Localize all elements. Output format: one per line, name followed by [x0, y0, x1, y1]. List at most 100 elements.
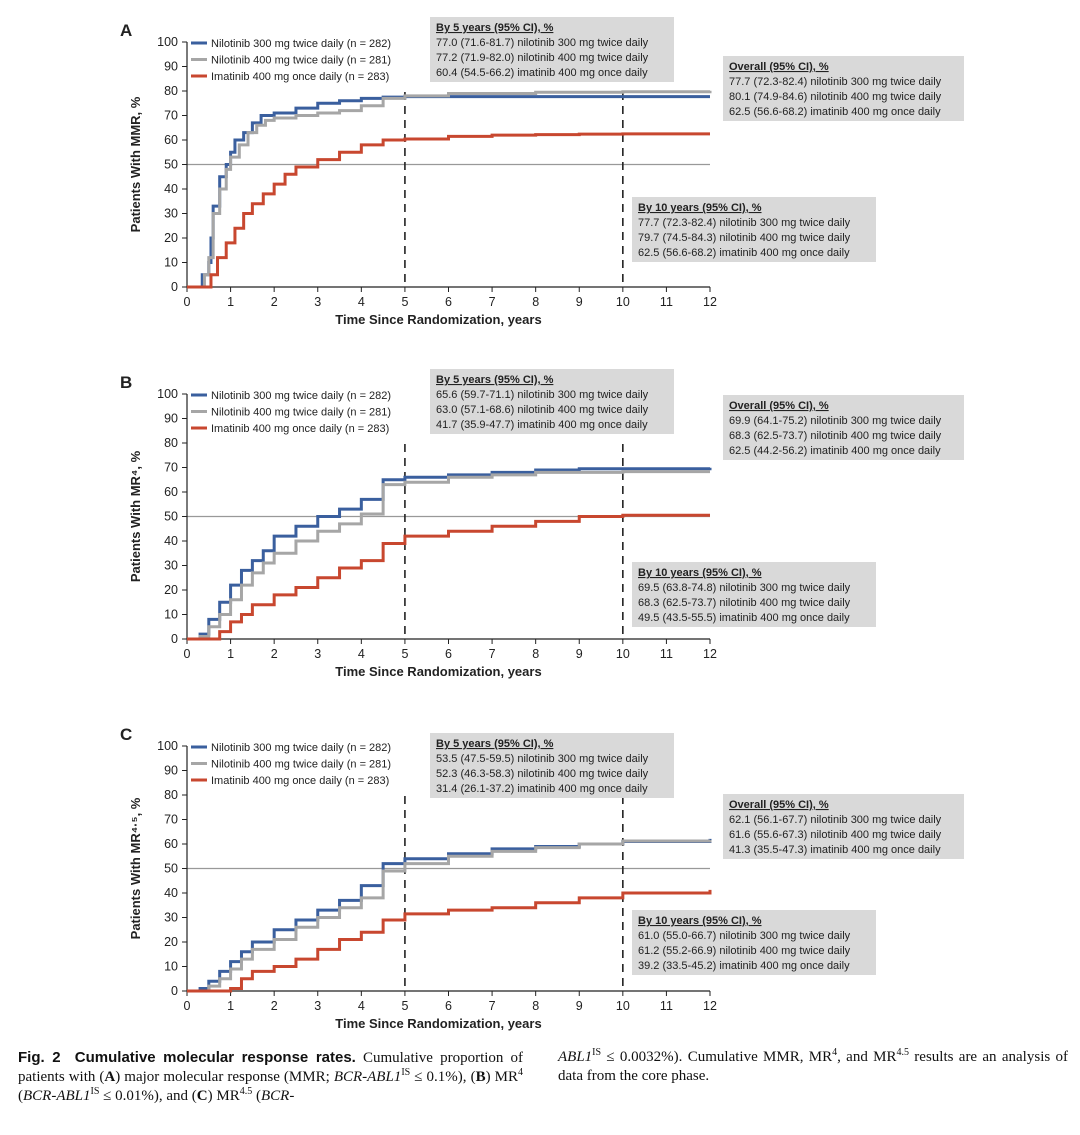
x-tick-label: 0 — [184, 647, 191, 661]
caption-gene: BCR-ABL1 — [333, 1069, 402, 1085]
annotation-line: 31.4 (26.1-37.2) imatinib 400 mg once da… — [436, 783, 648, 795]
annotation-line: 80.1 (74.9-84.6) nilotinib 400 mg twice … — [729, 91, 942, 103]
x-tick-label: 1 — [227, 999, 234, 1013]
annotation-heading: By 5 years (95% CI), % — [436, 374, 554, 386]
panel-label: B — [120, 373, 132, 392]
annotation-line: 77.7 (72.3-82.4) nilotinib 300 mg twice … — [638, 217, 851, 229]
annotation-heading: By 10 years (95% CI), % — [638, 202, 762, 214]
annotation-line: 61.6 (55.6-67.3) nilotinib 400 mg twice … — [729, 829, 942, 841]
x-tick-label: 5 — [401, 647, 408, 661]
caption-panel-c: C — [196, 1088, 208, 1104]
y-tick-label: 10 — [164, 960, 178, 974]
x-tick-label: 10 — [616, 295, 630, 309]
annotation-line: 60.4 (54.5-66.2) imatinib 400 mg once da… — [436, 67, 648, 79]
y-tick-label: 70 — [164, 109, 178, 123]
annotation-line: 62.5 (56.6-68.2) imatinib 400 mg once da… — [638, 247, 850, 259]
series-line-3 — [187, 889, 712, 993]
caption-text: ≤ 0.1%), ( — [410, 1069, 476, 1085]
y-axis-label: Patients With MR⁴·⁵, % — [128, 797, 143, 939]
caption-text: , and MR — [837, 1049, 897, 1065]
caption-panel-b: B — [475, 1069, 486, 1085]
y-tick-label: 30 — [164, 207, 178, 221]
y-tick-label: 70 — [164, 461, 178, 475]
x-tick-label: 4 — [358, 647, 365, 661]
x-tick-label: 2 — [271, 647, 278, 661]
y-tick-label: 60 — [164, 133, 178, 147]
series-line-2 — [187, 839, 712, 993]
caption-text: ) major molecular response (MMR; — [115, 1069, 334, 1085]
annotation-line: 62.5 (56.6-68.2) imatinib 400 mg once da… — [729, 106, 941, 118]
y-tick-label: 60 — [164, 837, 178, 851]
annotation-heading: By 10 years (95% CI), % — [638, 567, 762, 579]
annotation-line: 77.7 (72.3-82.4) nilotinib 300 mg twice … — [729, 76, 942, 88]
annotation-heading: By 10 years (95% CI), % — [638, 915, 762, 927]
annotation-line: 77.2 (71.9-82.0) nilotinib 400 mg twice … — [436, 52, 649, 64]
y-tick-label: 30 — [164, 559, 178, 573]
y-tick-label: 0 — [171, 280, 178, 294]
y-tick-label: 90 — [164, 60, 178, 74]
y-axis-label: Patients With MMR, % — [128, 96, 143, 232]
x-tick-label: 1 — [227, 647, 234, 661]
x-tick-label: 5 — [401, 999, 408, 1013]
annotation-line: 41.7 (35.9-47.7) imatinib 400 mg once da… — [436, 419, 648, 431]
x-tick-label: 6 — [445, 295, 452, 309]
panel-label: C — [120, 725, 132, 744]
x-tick-label: 2 — [271, 999, 278, 1013]
x-tick-label: 1 — [227, 295, 234, 309]
annotation-line: 53.5 (47.5-59.5) nilotinib 300 mg twice … — [436, 753, 649, 765]
annotation-heading: Overall (95% CI), % — [729, 400, 829, 412]
caption-fig-label: Fig. 2 — [18, 1049, 61, 1066]
y-tick-label: 10 — [164, 608, 178, 622]
x-tick-label: 11 — [660, 647, 673, 661]
y-tick-label: 90 — [164, 412, 178, 426]
y-tick-label: 10 — [164, 256, 178, 270]
annotation-heading: Overall (95% CI), % — [729, 799, 829, 811]
x-tick-label: 9 — [576, 295, 583, 309]
annotation-box — [723, 794, 964, 859]
legend-label: Nilotinib 400 mg twice daily (n = 281) — [211, 407, 391, 419]
y-tick-label: 20 — [164, 935, 178, 949]
series-line-1 — [187, 467, 712, 641]
caption-gene: BCR- — [260, 1088, 295, 1104]
y-tick-label: 60 — [164, 485, 178, 499]
x-tick-label: 0 — [184, 295, 191, 309]
x-tick-label: 7 — [489, 999, 496, 1013]
annotation-line: 62.1 (56.1-67.7) nilotinib 300 mg twice … — [729, 814, 942, 826]
annotation-box — [723, 56, 964, 121]
caption-text: ( — [18, 1088, 23, 1104]
caption-panel-a: A — [104, 1069, 116, 1085]
y-tick-label: 100 — [157, 35, 178, 49]
legend-label: Nilotinib 400 mg twice daily (n = 281) — [211, 55, 391, 67]
y-tick-label: 80 — [164, 788, 178, 802]
caption-gene: BCR-ABL1 — [23, 1088, 91, 1104]
caption-text: results are an analysis of data from the… — [558, 1049, 1069, 1084]
x-tick-label: 8 — [532, 999, 539, 1013]
caption-text: ) MR — [485, 1069, 518, 1085]
y-tick-label: 30 — [164, 911, 178, 925]
annotation-heading: By 5 years (95% CI), % — [436, 22, 554, 34]
x-tick-label: 11 — [660, 295, 673, 309]
caption-right: ABL1IS ≤ 0.0032%). Cumulative MMR, MR4, … — [558, 1048, 1068, 1086]
y-tick-label: 40 — [164, 182, 178, 196]
annotation-line: 79.7 (74.5-84.3) nilotinib 400 mg twice … — [638, 232, 851, 244]
x-tick-label: 6 — [445, 647, 452, 661]
caption-sup: IS — [401, 1067, 411, 1078]
y-axis-label: Patients With MR⁴, % — [128, 450, 143, 582]
annotation-line: 63.0 (57.1-68.6) nilotinib 400 mg twice … — [436, 404, 649, 416]
x-tick-label: 10 — [616, 999, 630, 1013]
x-tick-label: 12 — [703, 647, 717, 661]
annotation-line: 65.6 (59.7-71.1) nilotinib 300 mg twice … — [436, 389, 649, 401]
caption-sup: IS — [90, 1086, 100, 1097]
x-tick-label: 5 — [401, 295, 408, 309]
panel-label: A — [120, 21, 132, 40]
annotation-line: 69.5 (63.8-74.8) nilotinib 300 mg twice … — [638, 582, 851, 594]
legend-label: Nilotinib 300 mg twice daily (n = 282) — [211, 390, 391, 402]
x-tick-label: 9 — [576, 999, 583, 1013]
y-tick-label: 40 — [164, 886, 178, 900]
x-tick-label: 4 — [358, 295, 365, 309]
x-tick-label: 3 — [314, 647, 321, 661]
annotation-line: 61.2 (55.2-66.9) nilotinib 400 mg twice … — [638, 945, 851, 957]
x-tick-label: 12 — [703, 295, 717, 309]
